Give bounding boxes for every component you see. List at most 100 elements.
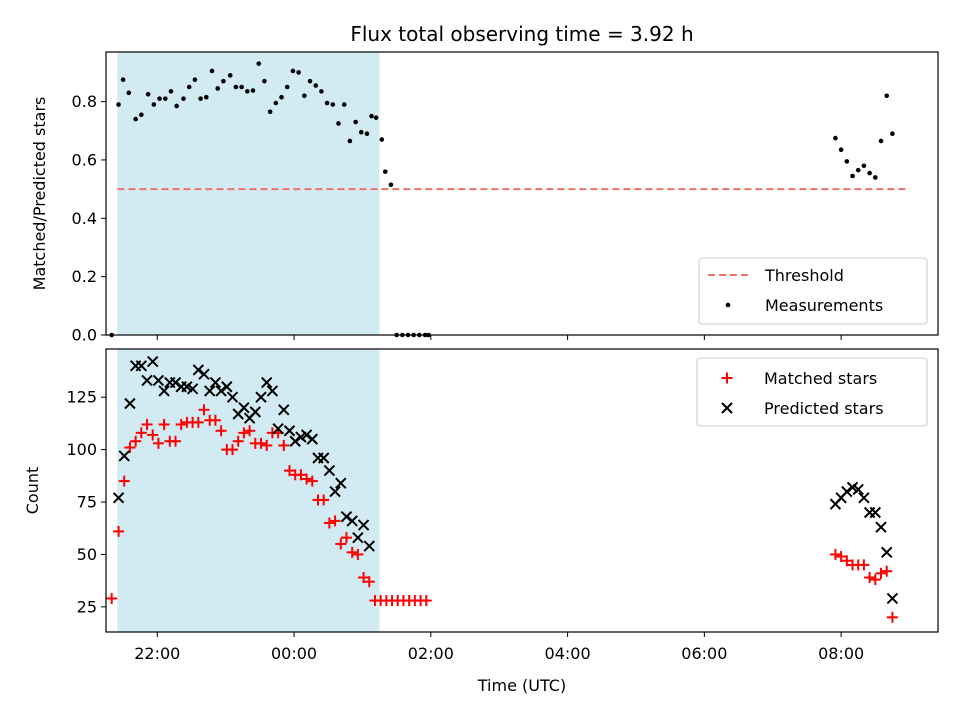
measurement-point — [307, 78, 313, 84]
measurement-point — [850, 173, 855, 179]
legend-threshold-label: Threshold — [764, 266, 844, 285]
measurement-point — [273, 100, 279, 106]
top-ytick-label: 0.8 — [72, 92, 97, 111]
predicted-stars-point — [255, 391, 267, 403]
predicted-stars-point — [283, 425, 296, 437]
matched-stars-point — [363, 576, 375, 588]
predicted-stars-point — [266, 385, 279, 397]
matched-stars-point — [306, 475, 318, 487]
measurement-point — [861, 163, 867, 169]
bottom-y-axis-label: Count — [23, 467, 42, 515]
measurement-point — [145, 92, 151, 97]
predicted-stars-point — [221, 381, 233, 393]
matched-stars-point — [158, 418, 170, 430]
measurement-point — [151, 102, 157, 107]
predicted-stars-point — [357, 519, 370, 531]
measurement-point — [353, 119, 358, 125]
legend-measurements-label: Measurements — [765, 296, 883, 315]
predicted-stars-point — [186, 383, 199, 395]
measurement-point — [215, 86, 220, 91]
measurement-point — [324, 100, 330, 106]
matched-stars-point — [278, 439, 290, 451]
xtick-label: 02:00 — [408, 644, 454, 663]
top-ytick-label: 0.6 — [72, 150, 97, 169]
measurement-point — [221, 78, 226, 84]
predicted-stars-point — [158, 385, 170, 397]
predicted-stars-point — [363, 540, 375, 552]
bottom-legend: Matched stars Predicted stars — [696, 357, 928, 427]
measurement-point — [878, 138, 884, 144]
top-legend: Threshold Measurements — [698, 257, 928, 325]
matched-stars-point — [238, 427, 250, 439]
matched-stars-point — [318, 494, 330, 506]
measurement-point — [139, 112, 144, 118]
matched-stars-point — [130, 435, 142, 447]
predicted-stars-point — [226, 391, 239, 403]
predicted-stars-point — [112, 492, 125, 504]
matched-stars-point — [841, 555, 853, 567]
measurement-point — [233, 84, 239, 90]
matched-stars-point — [261, 439, 273, 451]
measurement-point — [174, 103, 179, 109]
matched-stars-point — [835, 551, 847, 563]
matched-stars-point — [323, 517, 335, 529]
predicted-stars-point — [869, 506, 882, 519]
measurement-point — [884, 93, 890, 99]
predicted-stars-point — [352, 531, 364, 544]
measurement-point — [382, 169, 388, 174]
measurement-point — [116, 102, 121, 107]
measurement-point — [157, 96, 162, 101]
matched-stars-point — [232, 435, 244, 447]
measurement-point — [181, 96, 186, 101]
matched-stars-point — [875, 567, 887, 579]
measurement-point — [347, 138, 353, 144]
matched-stars-point — [301, 473, 313, 485]
x-axis-label: Time (UTC) — [477, 676, 566, 695]
legend-measurements-swatch — [725, 302, 731, 308]
measurement-point — [267, 109, 273, 115]
top-ytick-label: 0.2 — [72, 267, 97, 286]
matched-stars-point — [106, 592, 118, 604]
measurement-point — [341, 102, 347, 107]
xtick-label: 04:00 — [545, 644, 591, 663]
top-shaded-span — [117, 52, 380, 335]
matched-stars-point — [244, 425, 256, 437]
measurement-point — [250, 88, 256, 93]
legend-matched-marker — [721, 372, 733, 384]
measurement-point — [319, 89, 324, 94]
matched-stars-point — [358, 571, 370, 583]
bottom-axes-frame — [105, 348, 939, 633]
predicted-stars-point — [278, 404, 290, 416]
measurement-point — [227, 73, 233, 78]
predicted-stars-point — [875, 521, 887, 533]
matched-stars-point — [283, 465, 295, 477]
matched-stars-point — [295, 469, 307, 481]
matched-stars-point — [829, 548, 841, 560]
measurement-point — [126, 90, 132, 96]
predicted-stars-point — [215, 385, 227, 397]
matched-stars-point — [869, 574, 881, 586]
matched-stars-point — [420, 595, 432, 607]
predicted-stars-point — [141, 374, 153, 387]
matched-stars-point — [124, 442, 136, 454]
measurement-point — [838, 147, 844, 153]
matched-stars-point — [141, 418, 153, 430]
predicted-stars-point — [323, 464, 336, 477]
matched-stars-point — [135, 427, 147, 439]
matched-stars-point — [198, 404, 210, 416]
predicted-stars-point — [118, 450, 130, 462]
legend-predicted-marker — [721, 402, 733, 414]
matched-stars-point — [147, 429, 159, 441]
predicted-stars-point — [841, 485, 853, 498]
xtick-label: 06:00 — [681, 644, 727, 663]
top-ytick-label: 0.0 — [72, 326, 97, 345]
measurement-point — [262, 78, 267, 84]
measurement-point — [296, 70, 301, 75]
measurement-point — [120, 77, 126, 83]
matched-stars-point — [329, 515, 341, 527]
measurement-point — [239, 84, 244, 90]
predicted-stars-point — [300, 429, 313, 441]
measurement-point — [279, 94, 284, 100]
matched-stars-point — [118, 475, 130, 487]
